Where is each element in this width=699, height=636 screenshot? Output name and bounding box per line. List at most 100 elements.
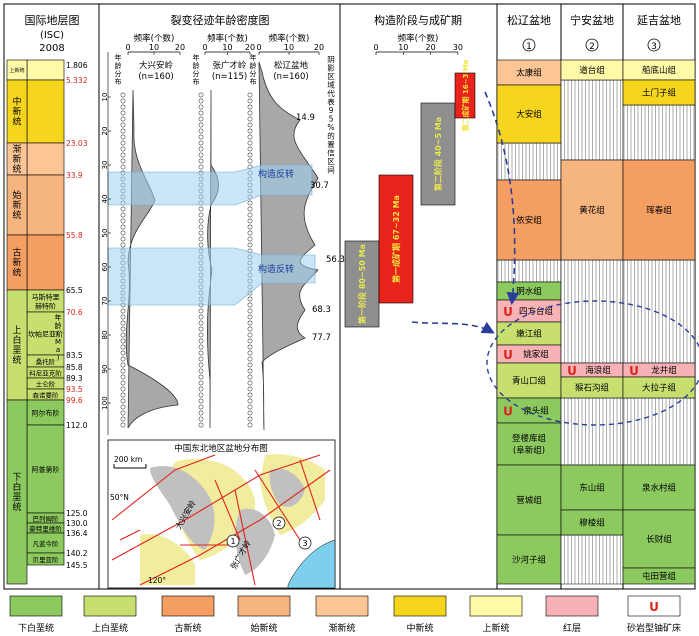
age-dot — [120, 416, 126, 422]
age-dot — [247, 206, 253, 212]
isc-unit-label: 马斯特里 — [32, 293, 60, 302]
reversal-label-1: 构造反转 — [258, 168, 294, 180]
isc-series-label: 渐新统 — [12, 143, 21, 175]
isc-unit-label: 豪特里维阶 — [29, 524, 62, 533]
age-dot — [198, 164, 204, 170]
age-dot — [120, 104, 126, 110]
isc-unit-label: 阿尔布阶 — [32, 409, 60, 418]
age-dot — [198, 362, 204, 368]
age-dot — [247, 236, 253, 242]
isc-series-label-mini: 上新统 — [9, 67, 24, 74]
map-lat: 50°N — [110, 493, 129, 502]
panel-name: 张广才岭 — [212, 60, 247, 71]
age-dot — [120, 230, 126, 236]
fission-age-tick: 70 — [101, 297, 109, 306]
age-dot — [198, 332, 204, 338]
isc-age: 93.5 — [66, 385, 83, 394]
age-dot — [198, 308, 204, 314]
legend-swatch — [315, 595, 369, 617]
age-dot — [120, 140, 126, 146]
reversal-band-2 — [107, 247, 316, 306]
isc-age: 1.806 — [66, 61, 88, 70]
map-lon: 120° — [148, 576, 166, 585]
songliao-formation — [496, 422, 562, 466]
circle-2 — [585, 38, 599, 52]
age-dot — [247, 134, 253, 140]
age-dot — [120, 98, 126, 104]
tectonic-stage-label: 第二阶段 40~5 Ma — [433, 117, 443, 191]
tectonic-stage-box — [420, 102, 456, 206]
isc-title-1: 国际地层图 — [25, 14, 80, 27]
panel-axis-tick: 10 — [284, 43, 294, 52]
age-dot — [198, 224, 204, 230]
age-dot — [120, 404, 126, 410]
isc-age: 55.8 — [66, 231, 83, 240]
legend-symbol: U — [649, 600, 659, 614]
panel-axis-title: 频率(个数) — [207, 33, 248, 44]
fission-side-label: 年龄分布 — [250, 53, 257, 86]
formation-label: 泉头组 — [523, 406, 549, 417]
legend-swatch — [161, 595, 215, 617]
isc-unit-label: 土仑阶 — [36, 380, 56, 389]
formation-label: (阜新组) — [513, 445, 545, 456]
ci-label: 阴影区域代表 9 5 %的置信区间 — [327, 55, 335, 175]
age-dot — [247, 146, 253, 152]
tectonic-stage-label: 第一阶段 80~50 Ma — [357, 244, 367, 324]
formation-label: 猴石沟组 — [575, 383, 610, 394]
fission-age-tick: 90 — [101, 365, 109, 374]
age-dot — [198, 422, 204, 428]
isc-age: 140.2 — [66, 549, 88, 558]
age-dot — [120, 146, 126, 152]
legend-swatch — [393, 595, 447, 617]
legend-label: 始新统 — [250, 622, 277, 634]
age-dot — [120, 392, 126, 398]
legend-label: 古新统 — [174, 622, 201, 634]
uranium-marker: U — [629, 364, 639, 378]
age-dot — [198, 230, 204, 236]
age-dot — [120, 362, 126, 368]
age-dot — [247, 116, 253, 122]
fission-age-tick: 10 — [101, 93, 109, 102]
reversal-label-2: 构造反转 — [258, 263, 294, 275]
age-dot — [198, 350, 204, 356]
age-dot — [247, 302, 253, 308]
age-dot — [120, 116, 126, 122]
age-dot — [198, 152, 204, 158]
age-dot — [247, 344, 253, 350]
formation-label: 穆棱组 — [579, 518, 605, 529]
uranium-marker: U — [567, 364, 577, 378]
age-dot — [198, 314, 204, 320]
age-dot — [247, 158, 253, 164]
yanji-formation — [622, 79, 696, 106]
fission-age-tick: 50 — [101, 229, 109, 238]
songliao-title: 松辽盆地 — [507, 13, 551, 27]
age-dot — [247, 128, 253, 134]
age-dot — [120, 164, 126, 170]
fission-age-tick: 40 — [101, 195, 109, 204]
age-dot — [198, 374, 204, 380]
formation-label: 屯田营组 — [642, 571, 677, 582]
isc-age: 136.4 — [66, 529, 88, 538]
age-dot — [198, 134, 204, 140]
songliao-formation — [496, 534, 562, 585]
isc-age: 99.6 — [66, 396, 83, 405]
formation-label: 登楼库组 — [512, 433, 547, 444]
age-dot — [247, 218, 253, 224]
age-dot — [247, 104, 253, 110]
age-dot — [198, 242, 204, 248]
age-dot — [247, 368, 253, 374]
age-dot — [198, 338, 204, 344]
isc-age: 85.8 — [66, 363, 83, 372]
isc-unit — [26, 234, 65, 291]
isc-unit — [26, 174, 65, 236]
fission-side-label: 年龄分布 — [115, 53, 122, 86]
age-dot — [198, 386, 204, 392]
isc-unit-label: 阿普第阶 — [32, 465, 60, 474]
isc-unit-label: 巴列姆阶 — [33, 514, 60, 523]
age-dot — [247, 200, 253, 206]
fission-age-tick: 80 — [101, 331, 109, 340]
formation-label: 四方台组 — [519, 306, 554, 317]
